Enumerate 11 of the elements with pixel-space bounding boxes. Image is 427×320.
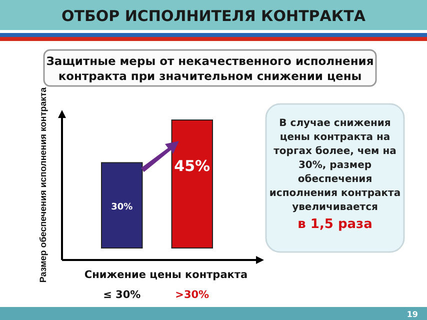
data-label: 45% (174, 157, 210, 176)
text: в 1,5 раза (298, 217, 372, 232)
y-axis-title: Размер обеспечения исполнения контракта (38, 86, 48, 283)
x-tick-label: ≤ 30% (103, 289, 142, 301)
x-axis-title: Снижение цены контракта (84, 269, 248, 281)
chart-title: ОТБОР ИСПОЛНИТЕЛЯ КОНТРАКТА (61, 7, 366, 25)
text: В случае снижения цены контракта на торгах более, чем на 30%, размер обеспечения исполнения контракта увеличивается (269, 118, 401, 213)
text: 19 (406, 310, 418, 319)
x-tick-label: >30% (175, 289, 210, 301)
data-label: 30% (111, 202, 133, 213)
chart-subtitle: Защитные меры от некачественного исполнения контракта при значительном снижении цены (46, 54, 374, 83)
